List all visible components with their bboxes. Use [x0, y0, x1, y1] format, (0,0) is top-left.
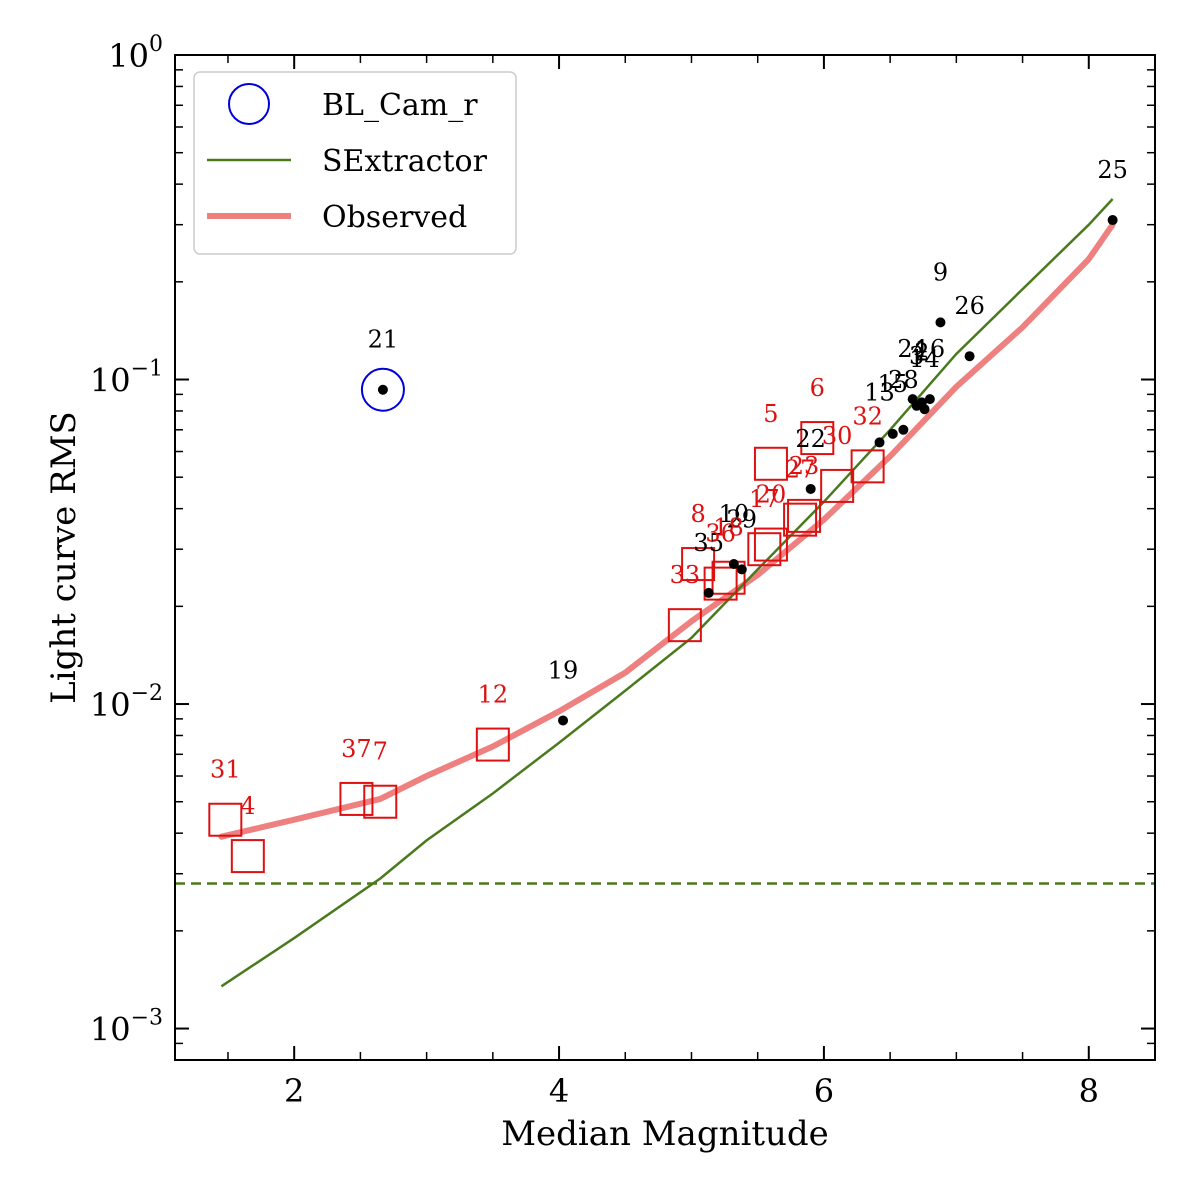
point-label: 24	[897, 335, 928, 363]
point-label: 21	[368, 326, 399, 354]
legend-label: Observed	[322, 200, 467, 235]
legend-label: SExtractor	[322, 144, 488, 179]
black-point	[964, 351, 975, 362]
red-square-marker	[339, 781, 374, 816]
black-point	[1107, 215, 1118, 226]
y-tick-label: 10−2	[90, 681, 163, 724]
black-point	[898, 424, 909, 435]
red-square-marker	[363, 784, 398, 819]
legend-label: BL_Cam_r	[322, 88, 478, 123]
red-square-marker	[753, 527, 788, 562]
red-square-marker	[667, 608, 702, 643]
y-tick-label: 10−3	[90, 1006, 163, 1049]
legend-circle-icon	[228, 83, 270, 125]
point-label: 22	[795, 425, 826, 453]
sextractor-series-line	[220, 198, 1114, 988]
point-label: 37	[341, 735, 372, 763]
point-label: 18	[713, 514, 744, 542]
red-square-marker	[711, 560, 746, 595]
point-label: 30	[822, 422, 853, 450]
point-label: 15	[878, 370, 909, 398]
black-point	[703, 587, 714, 598]
x-axis-label: Median Magnitude	[501, 1114, 829, 1154]
point-label: 20	[756, 481, 787, 509]
point-label: 33	[670, 561, 701, 589]
black-point	[924, 394, 935, 405]
point-label: 35	[693, 529, 724, 557]
x-tick-label: 2	[284, 1072, 304, 1110]
black-point	[907, 394, 918, 405]
red-square-marker	[703, 566, 738, 601]
black-point	[805, 483, 816, 494]
point-label: 12	[478, 681, 509, 709]
point-label: 13	[864, 378, 895, 406]
black-point	[935, 317, 946, 328]
point-label: 8	[690, 500, 705, 528]
point-label: 10	[719, 500, 750, 528]
x-tick-label: 6	[814, 1072, 834, 1110]
red-square-marker	[747, 532, 782, 567]
point-label: 14	[909, 345, 940, 373]
plot-area	[175, 198, 1155, 988]
point-label: 28	[888, 366, 919, 394]
x-tick-label: 4	[549, 1072, 569, 1110]
legend: BL_Cam_r SExtractor Observed	[193, 71, 517, 255]
red-square-marker	[783, 502, 818, 537]
point-label: 7	[373, 738, 388, 766]
point-label: 4	[240, 792, 255, 820]
black-point	[728, 559, 739, 570]
y-tick-label: 100	[108, 32, 163, 75]
plot-frame	[174, 54, 1156, 1061]
red-square-marker	[230, 839, 265, 874]
point-label: 27	[785, 456, 816, 484]
point-label: 3	[909, 342, 924, 370]
x-tick-label: 8	[1079, 1072, 1099, 1110]
point-label: 2	[914, 338, 929, 366]
y-tick-label: 10−1	[90, 357, 163, 400]
red-square-marker	[208, 802, 243, 837]
black-point	[736, 564, 747, 575]
red-square-marker	[850, 449, 885, 484]
point-label: 19	[548, 656, 579, 684]
black-point	[558, 715, 569, 726]
point-label: 17	[749, 485, 780, 513]
point-label: 29	[727, 505, 758, 533]
black-point	[919, 404, 930, 415]
legend-box	[193, 71, 517, 255]
point-label: 26	[954, 292, 985, 320]
black-point	[887, 428, 898, 439]
y-axis-label: Light curve RMS	[44, 411, 84, 704]
point-label: 32	[852, 402, 883, 430]
target-point	[377, 384, 388, 395]
red-square-marker	[820, 468, 855, 503]
point-label: 25	[1097, 156, 1128, 184]
red-square-marker	[475, 727, 510, 762]
point-label: 5	[763, 400, 778, 428]
point-label: 6	[810, 374, 825, 402]
target-circle-marker	[360, 367, 405, 412]
axis-ticks	[175, 54, 1156, 1061]
red-square-marker	[800, 421, 835, 456]
red-square-marker	[787, 498, 822, 533]
black-point	[874, 437, 885, 448]
red-square-marker	[753, 446, 788, 481]
point-label: 23	[789, 452, 820, 480]
point-label: 36	[705, 520, 736, 548]
red-square-marker	[681, 547, 716, 582]
point-label: 9	[933, 258, 948, 286]
point-label: 16	[915, 335, 946, 363]
point-label: 31	[210, 756, 241, 784]
